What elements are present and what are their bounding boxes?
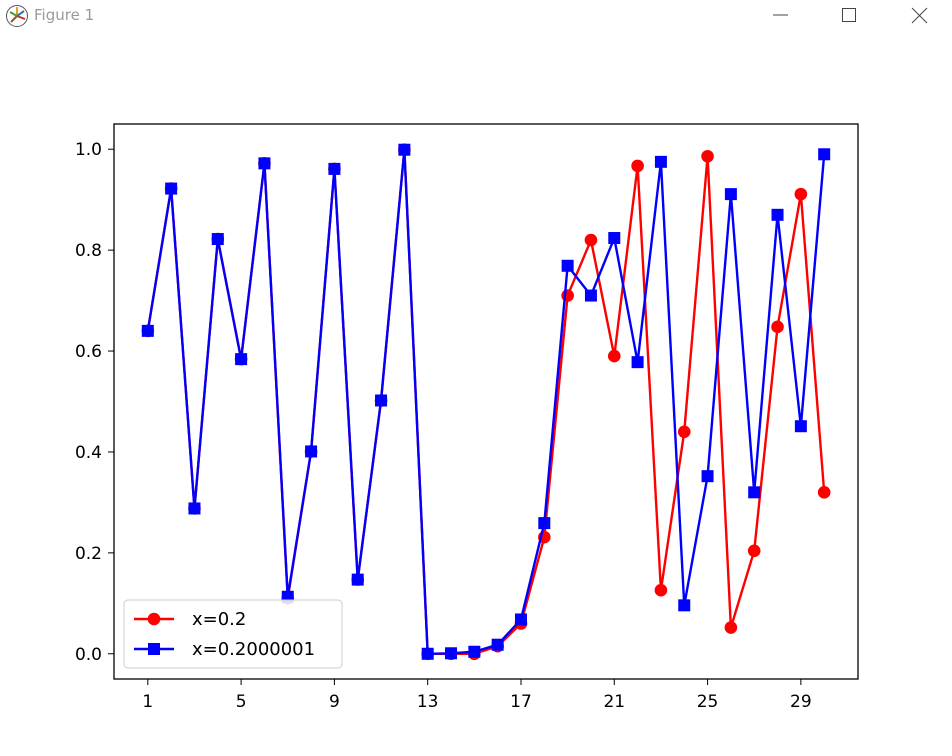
series-1-point: [654, 583, 668, 597]
y-tick-label: 1.0: [75, 140, 102, 160]
series-2-point: [654, 155, 667, 168]
minimize-button[interactable]: [756, 0, 802, 32]
series-2-point: [678, 599, 691, 612]
matplotlib-icon: [6, 5, 28, 27]
x-tick-label: 13: [417, 692, 439, 712]
series-1-point: [607, 349, 621, 363]
series-1-point: [561, 289, 574, 302]
legend-label-2: x=0.2000001: [192, 639, 315, 660]
series-2-point: [631, 356, 644, 369]
maximize-button[interactable]: [825, 0, 871, 32]
x-tick-label: 1: [142, 692, 153, 712]
series-2-point: [468, 645, 481, 658]
x-tick-label: 9: [329, 692, 340, 712]
series-2-point: [584, 289, 597, 302]
close-icon: [911, 7, 928, 24]
series-2-point: [211, 233, 224, 246]
series-2-point: [608, 232, 621, 245]
series-2-point: [445, 647, 458, 660]
series-1-point: [584, 233, 598, 247]
series-2-point: [701, 470, 714, 483]
x-tick-label: 17: [510, 692, 532, 712]
series-1-point: [747, 544, 761, 558]
series-2-point: [375, 394, 388, 407]
series-1-point: [794, 187, 808, 201]
y-tick-label: 0.6: [75, 342, 102, 362]
legend-marker-2: [148, 643, 160, 655]
x-tick-label: 25: [697, 692, 719, 712]
y-tick-label: 0.4: [75, 443, 102, 463]
series-1-point: [677, 425, 691, 439]
series-2-point: [794, 420, 807, 433]
series-2-point: [188, 502, 201, 515]
series-2-point: [771, 208, 784, 221]
series-1-point: [631, 159, 644, 173]
series-2-point: [398, 143, 411, 156]
series-2-point: [328, 162, 341, 175]
legend-marker-1: [147, 612, 161, 626]
series-2-point: [305, 445, 318, 458]
series-2-point: [724, 188, 737, 201]
series-2-point: [165, 182, 178, 195]
series-1-point: [701, 149, 714, 163]
x-tick-label: 5: [236, 692, 247, 712]
series-2-point: [235, 353, 248, 366]
series-2-point: [538, 517, 551, 530]
series-2-point: [514, 613, 527, 626]
series-2-point: [258, 157, 271, 170]
series-1-point: [771, 320, 784, 334]
legend-label-1: x=0.2: [192, 609, 246, 630]
y-tick-label: 0.0: [75, 645, 102, 665]
series-2-point: [491, 638, 504, 651]
window-title: Figure 1: [34, 6, 95, 24]
title-bar[interactable]: Figure 1: [0, 0, 952, 32]
close-button[interactable]: [896, 0, 942, 32]
plot-area: [113, 123, 859, 680]
series-2-point: [748, 486, 761, 499]
y-tick-label: 0.2: [75, 544, 102, 564]
series-2-point: [351, 573, 364, 586]
x-tick-label: 29: [790, 692, 812, 712]
chart-canvas: 1 5 9 13 17 21 25 29 0.0 0.2 0.4 0.6 0.8 1.0 x=0.2 x=0.…: [75, 123, 859, 712]
series-1-point: [817, 486, 831, 499]
minimize-icon: [773, 14, 788, 16]
series-2-point: [141, 324, 154, 337]
legend-box: [123, 599, 343, 669]
series-line-2: [146, 148, 826, 655]
x-tick-label: 21: [603, 692, 625, 712]
series-1-point: [724, 621, 738, 634]
maximize-icon: [842, 8, 856, 22]
series-2-point: [421, 647, 434, 660]
y-tick-label: 0.8: [75, 241, 102, 261]
series-2-point: [561, 259, 574, 272]
series-2-point: [818, 148, 831, 161]
